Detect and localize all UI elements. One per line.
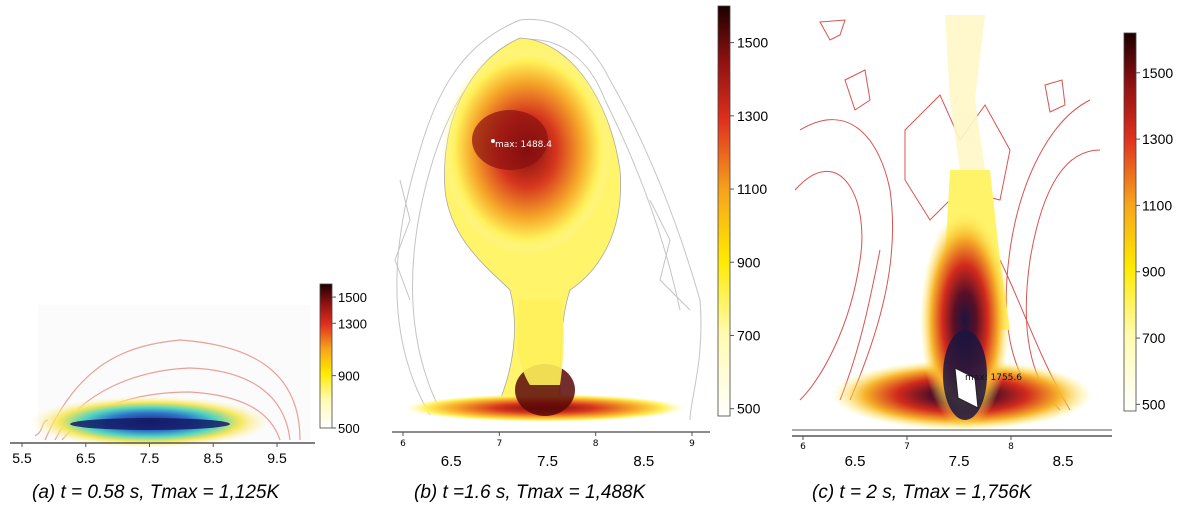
panel-b-colorbar-tick-label: 500	[737, 401, 761, 417]
caption-a: (a) t = 0.58 s, Tmax = 1,125K	[32, 482, 280, 503]
panel-b-max-annotation: max: 1488.4	[495, 140, 552, 150]
panel-a-colorbar-tick-label: 1300	[338, 316, 367, 331]
panel-a-colorbar-tick-label: 500	[338, 421, 360, 436]
panel-a-x-tick-label: 9.5	[267, 450, 287, 466]
panel-b-colorbar-tick-label: 1100	[737, 181, 767, 197]
panel-a: 5.5 6.5 7.5 8.5 9.5 1500 1300 900 500	[10, 283, 367, 466]
panel-c-x-minor-tick-label: 6	[800, 442, 806, 452]
panel-b-colorbar-tick-label: 700	[737, 327, 761, 343]
panel-c-colorbar-ticks: 1500 1300 1100 900 700 500	[1136, 65, 1173, 412]
panel-b-x-tick-label: 7.5	[537, 453, 558, 470]
panel-c-max-cell	[954, 367, 979, 409]
panel-a-colorbar-ticks: 1500 1300 900 500	[332, 290, 367, 436]
panel-b-upper-plume-core	[472, 110, 548, 170]
panel-c-colorbar-tick-label: 700	[1142, 330, 1166, 346]
panel-b-colorbar-tick-label: 1300	[737, 108, 768, 124]
panel-b-x-minor-ticks: 6 7 8 9	[400, 432, 695, 449]
panel-c-contours	[794, 19, 1101, 411]
panel-a-x-ticks: 5.5 6.5 7.5 8.5 9.5	[12, 443, 287, 466]
panel-c-colorbar-tick-label: 1500	[1142, 65, 1173, 81]
panel-a-colorbar-tick-label: 1500	[338, 290, 367, 305]
panel-b-x-minor-tick-label: 6	[400, 439, 406, 449]
panel-c-x-ticks: 6.5 7.5 8.5	[845, 453, 1074, 470]
panel-a-x-tick-label: 6.5	[76, 450, 96, 466]
caption-b: (b) t =1.6 s, Tmax = 1,488K	[414, 482, 646, 503]
panel-b-x-ticks: 6.5 7.5 8.5	[441, 453, 655, 470]
panel-b-max-marker	[491, 139, 495, 143]
panel-a-x-tick-label: 7.5	[140, 450, 160, 466]
panel-b-colorbar	[717, 5, 731, 417]
panel-c-x-minor-ticks: 6 7 8	[800, 436, 1014, 452]
panel-c-colorbar-tick-label: 900	[1142, 264, 1166, 280]
panel-c-upper-column	[945, 15, 985, 170]
panel-c-x-tick-label: 7.5	[949, 453, 970, 470]
panel-b-x-minor-tick-label: 8	[593, 439, 599, 449]
panel-b-colorbar-tick-label: 1500	[737, 35, 768, 51]
panel-b-x-tick-label: 8.5	[633, 453, 654, 470]
panel-c-x-minor-tick-label: 7	[904, 442, 910, 452]
panel-b-x-minor-tick-label: 7	[496, 439, 502, 449]
panel-b-colorbar-ticks: 1500 1300 1100 900 700 500	[730, 35, 768, 417]
panel-c-colorbar-tick-label: 1100	[1142, 197, 1172, 213]
panel-a-colorbar-tick-label: 900	[338, 369, 360, 384]
panel-c-max-annotation: max: 1755.6	[965, 373, 1022, 383]
panel-c-colorbar-tick-label: 500	[1142, 396, 1166, 412]
caption-c: (c) t = 2 s, Tmax = 1,756K	[812, 482, 1032, 503]
panel-c-x-minor-tick-label: 8	[1008, 442, 1014, 452]
panel-b-x-minor-tick-label: 9	[689, 439, 695, 449]
panel-c-column-glow	[920, 210, 1010, 430]
panel-b: max: 1488.4 6 7 8 9 6.5 7.5 8.5 1500 1300 1100 9…	[392, 5, 768, 470]
panel-c-colorbar-tick-label: 1300	[1142, 131, 1173, 147]
panel-a-x-tick-label: 8.5	[204, 450, 224, 466]
panel-a-x-tick-label: 5.5	[12, 450, 32, 466]
panel-c-x-tick-label: 6.5	[845, 453, 866, 470]
panel-c-colorbar	[1123, 32, 1137, 412]
panel-a-flame-core	[70, 418, 230, 430]
panel-c-x-tick-label: 8.5	[1053, 453, 1074, 470]
panel-c: max: 1755.6 6 7 8 6.5 7.5 8.5 1500 1300 1100 90…	[792, 15, 1173, 470]
panel-b-neck	[516, 300, 564, 385]
panel-b-x-tick-label: 6.5	[441, 453, 462, 470]
panel-b-colorbar-tick-label: 900	[737, 254, 761, 270]
panel-a-colorbar	[319, 283, 333, 429]
